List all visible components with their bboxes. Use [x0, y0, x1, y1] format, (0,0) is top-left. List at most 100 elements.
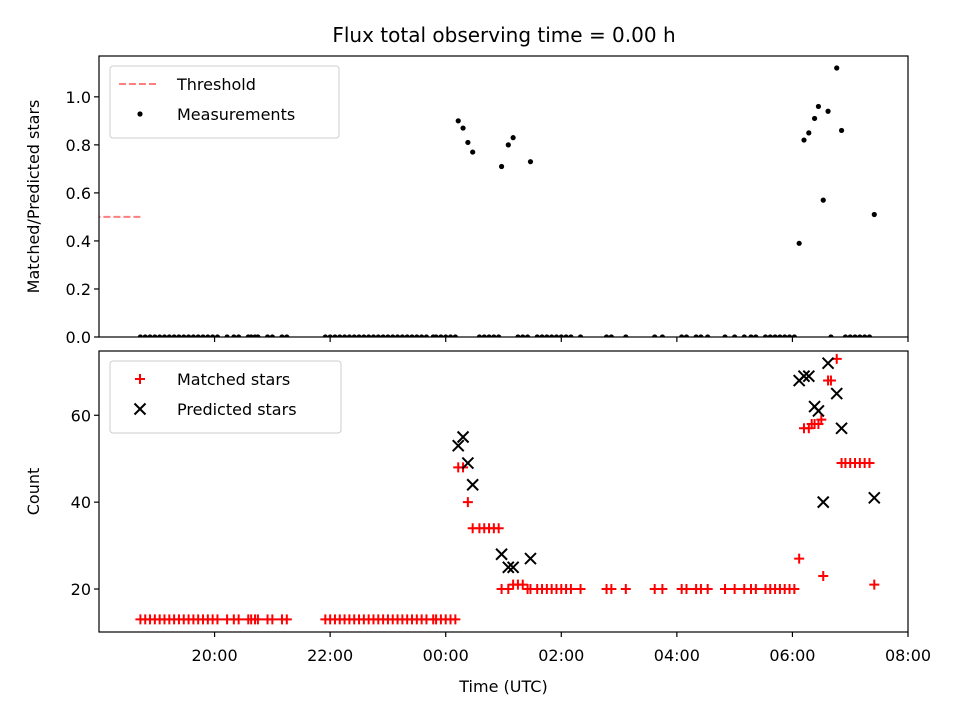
- x-tick-label: 20:00: [192, 646, 238, 665]
- measurements-point: [470, 149, 476, 155]
- legend-swatch-measurements: [137, 111, 143, 117]
- measurements-point: [269, 334, 275, 337]
- measurements-point: [200, 334, 206, 337]
- matched-stars-point: [575, 584, 586, 595]
- matched-stars-point: [620, 584, 631, 595]
- y-tick-label: 60: [71, 406, 91, 425]
- measurements-point: [806, 130, 812, 136]
- measurements-point: [847, 334, 853, 337]
- legend: Matched stars Predicted stars: [109, 360, 342, 434]
- measurements-point: [137, 334, 144, 337]
- measurements-point: [623, 334, 629, 337]
- top-panel: 0.0 0.2 0.4 0.6 0.8 1.0 Matched/Predicted star…: [24, 55, 909, 347]
- measurements-point: [248, 334, 254, 337]
- x-tick-label: 00:00: [423, 646, 469, 665]
- measurements-point: [679, 334, 685, 337]
- x-axis-label: Time (UTC): [458, 677, 547, 696]
- x-tick-label: 22:00: [307, 646, 353, 665]
- measurements-point: [460, 125, 466, 131]
- measurements-point: [549, 334, 555, 337]
- matched-stars-point: [657, 584, 668, 595]
- x-tick-label: 08:00: [885, 646, 931, 665]
- measurements-point: [762, 334, 769, 337]
- matched-stars-point: [233, 614, 244, 625]
- measurements-point: [147, 334, 153, 337]
- measurements-point: [356, 334, 362, 337]
- measurements-point: [414, 334, 420, 337]
- legend-box: [109, 65, 340, 139]
- matched-stars-point: [267, 614, 278, 625]
- measurements-point: [527, 159, 534, 165]
- measurements-point: [498, 163, 505, 170]
- measurements-point: [399, 334, 405, 337]
- measurements-point: [366, 334, 372, 337]
- measurements-point: [520, 334, 526, 337]
- measurements-point: [683, 334, 690, 337]
- measurements-point: [563, 334, 569, 337]
- measurements-point: [438, 334, 444, 337]
- predicted-stars-point: [821, 356, 835, 370]
- legend-label-matched-stars: Matched stars: [177, 370, 290, 389]
- measurements-point: [171, 334, 177, 337]
- figure-title: Flux total observing time = 0.00 h: [332, 23, 675, 47]
- measurements-point: [161, 334, 168, 337]
- axes-frame: [98, 55, 909, 338]
- matched-stars-point: [818, 570, 829, 581]
- measurements-point: [815, 103, 822, 110]
- predicted-stars-point: [868, 491, 881, 505]
- measurements-point: [693, 334, 699, 337]
- y-tick-label: 0.6: [66, 184, 91, 203]
- measurements-point: [544, 334, 550, 337]
- measurements-point: [603, 334, 610, 337]
- y-axis-label: Matched/Predicted stars: [24, 100, 43, 294]
- matched-stars-point: [702, 584, 713, 595]
- predicted-stars-point: [506, 561, 520, 574]
- measurements-point: [455, 118, 461, 124]
- measurements-point: [852, 334, 858, 337]
- measurements-point: [205, 334, 211, 337]
- measurements-point: [224, 334, 230, 337]
- measurements-point: [346, 334, 353, 337]
- measurements-point: [838, 127, 845, 134]
- predicted-stars-point: [456, 430, 470, 444]
- measurements-point: [558, 334, 564, 337]
- measurements-point: [534, 334, 540, 337]
- measurements-point: [796, 240, 802, 246]
- matched-stars-point: [450, 614, 461, 625]
- measurements-point: [825, 108, 831, 114]
- measurements-point: [828, 334, 834, 337]
- y-tick-label: 20: [71, 580, 91, 599]
- legend-swatch-matched-stars: [135, 374, 145, 384]
- measurements-point: [811, 115, 818, 122]
- bottom-panel: 20 40 60 20:00 22:00 00:00 02:00 04:00 06:00 08:0…: [24, 350, 931, 696]
- measurements-point: [577, 334, 584, 337]
- matched-stars-point: [462, 497, 473, 508]
- y-tick-label: 1.0: [66, 88, 91, 107]
- x-tick-label: 02:00: [538, 646, 584, 665]
- matched-stars-point: [816, 414, 827, 425]
- plot-area: [99, 65, 877, 337]
- measurements-point: [279, 334, 285, 337]
- measurements-point: [181, 334, 187, 337]
- measurements-point: [553, 334, 560, 337]
- measurements-point: [524, 334, 531, 337]
- predicted-stars-point: [452, 439, 465, 452]
- measurements-point: [652, 334, 658, 337]
- measurements-point: [236, 334, 242, 337]
- measurements-point: [264, 334, 271, 337]
- measurements-point: [486, 334, 492, 337]
- predicted-stars-point: [502, 561, 515, 574]
- measurements-point: [786, 334, 793, 337]
- predicted-stars-point: [461, 456, 475, 470]
- measurements-point: [419, 334, 425, 337]
- measurements-point: [370, 334, 377, 337]
- measurements-point: [741, 334, 747, 337]
- measurements-point: [539, 334, 545, 337]
- measurements-point: [390, 334, 396, 337]
- matched-stars-point: [720, 584, 731, 595]
- measurements-point: [337, 334, 343, 337]
- measurements-point: [332, 334, 338, 337]
- measurements-point: [777, 334, 783, 337]
- measurements-point: [698, 334, 704, 337]
